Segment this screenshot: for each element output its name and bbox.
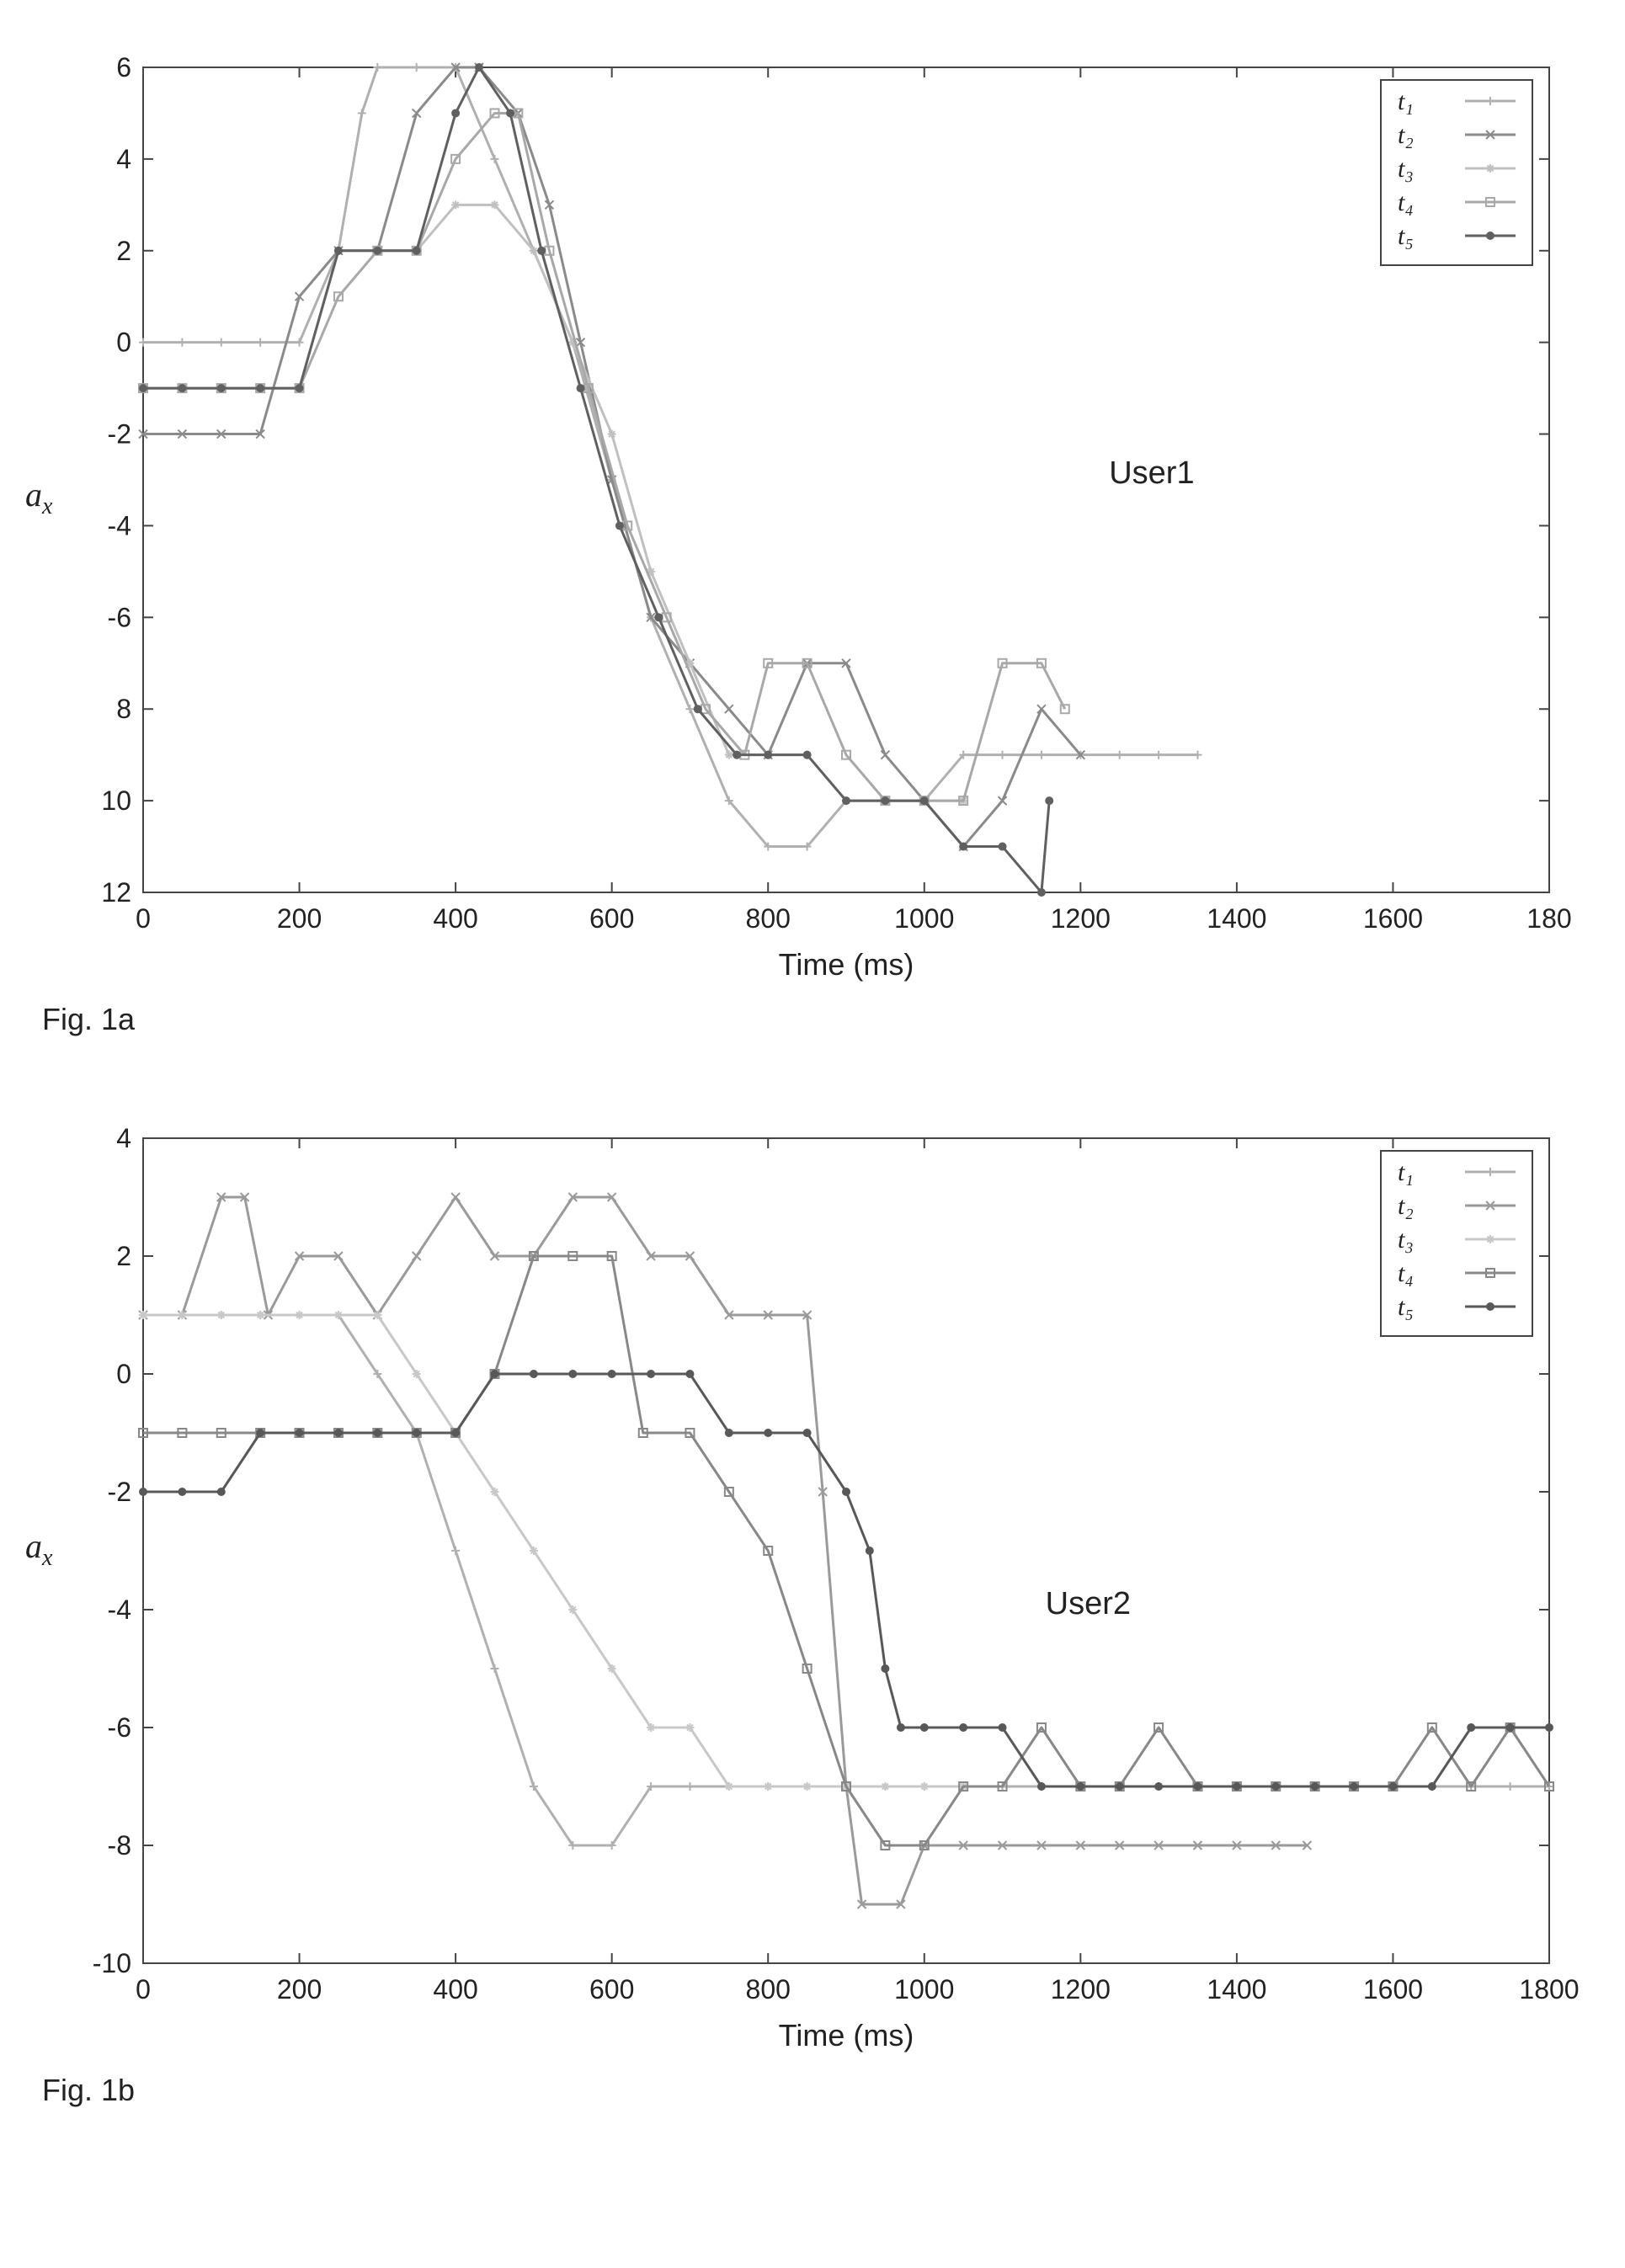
- svg-text:200: 200: [277, 1974, 322, 2004]
- chart-b-caption: Fig. 1b: [42, 2073, 1608, 2108]
- svg-text:800: 800: [746, 1974, 791, 2004]
- svg-text:2: 2: [116, 1241, 131, 1271]
- chart-a-ylabel: ax: [25, 475, 52, 520]
- svg-text:Time (ms): Time (ms): [779, 947, 914, 982]
- svg-text:600: 600: [589, 903, 634, 934]
- svg-text:1600: 1600: [1363, 1974, 1423, 2004]
- svg-text:t₂: t₂: [1398, 121, 1414, 149]
- svg-text:t₃: t₃: [1398, 1226, 1414, 1254]
- svg-text:t₃: t₃: [1398, 155, 1414, 183]
- svg-text:4: 4: [116, 1123, 131, 1153]
- svg-text:t₅: t₅: [1398, 222, 1414, 250]
- svg-text:10: 10: [101, 785, 131, 816]
- svg-text:0: 0: [116, 327, 131, 358]
- svg-text:t₂: t₂: [1398, 1192, 1414, 1220]
- chart-a-svg: 6420-2-4-6810120200400600800100012001400…: [17, 34, 1583, 993]
- svg-text:-2: -2: [108, 419, 131, 450]
- svg-text:t₁: t₁: [1398, 1158, 1414, 1186]
- svg-text:-8: -8: [108, 1830, 131, 1861]
- svg-text:400: 400: [433, 903, 477, 934]
- svg-text:0: 0: [136, 903, 151, 934]
- svg-text:1200: 1200: [1051, 1974, 1111, 2004]
- svg-text:-10: -10: [93, 1948, 131, 1978]
- chart-a-annotation: User1: [1109, 455, 1194, 492]
- chart-a-panel: ax 6420-2-4-6810120200400600800100012001…: [17, 34, 1608, 1037]
- chart-a-caption: Fig. 1a: [42, 1002, 1608, 1037]
- svg-text:t₁: t₁: [1398, 88, 1414, 115]
- svg-text:200: 200: [277, 903, 322, 934]
- svg-text:6: 6: [116, 52, 131, 83]
- svg-text:t₄: t₄: [1398, 1259, 1414, 1287]
- chart-b-ylabel: ax: [25, 1526, 52, 1572]
- svg-text:-6: -6: [108, 602, 131, 632]
- svg-text:1200: 1200: [1051, 903, 1111, 934]
- svg-text:0: 0: [116, 1359, 131, 1389]
- svg-text:400: 400: [433, 1974, 477, 2004]
- svg-text:-4: -4: [108, 1595, 131, 1625]
- svg-text:-4: -4: [108, 510, 131, 540]
- svg-text:Time (ms): Time (ms): [779, 2018, 914, 2052]
- svg-text:1400: 1400: [1207, 903, 1266, 934]
- svg-text:12: 12: [101, 877, 131, 908]
- svg-text:4: 4: [116, 144, 131, 174]
- svg-text:1400: 1400: [1207, 1974, 1266, 2004]
- svg-text:1600: 1600: [1363, 903, 1423, 934]
- chart-b-annotation: User2: [1046, 1586, 1131, 1622]
- svg-text:t₅: t₅: [1398, 1293, 1414, 1321]
- svg-text:0: 0: [136, 1974, 151, 2004]
- svg-text:2: 2: [116, 236, 131, 266]
- svg-text:800: 800: [746, 903, 791, 934]
- svg-text:-2: -2: [108, 1477, 131, 1507]
- svg-text:-6: -6: [108, 1712, 131, 1743]
- chart-b-svg: 420-2-4-6-8-1002004006008001000120014001…: [17, 1105, 1583, 2064]
- svg-text:180: 180: [1526, 903, 1571, 934]
- svg-text:1000: 1000: [894, 903, 954, 934]
- svg-text:600: 600: [589, 1974, 634, 2004]
- chart-b-panel: ax 420-2-4-6-8-1002004006008001000120014…: [17, 1105, 1608, 2108]
- svg-text:1000: 1000: [894, 1974, 954, 2004]
- svg-text:t₄: t₄: [1398, 189, 1414, 216]
- svg-text:8: 8: [116, 694, 131, 724]
- svg-text:1800: 1800: [1519, 1974, 1579, 2004]
